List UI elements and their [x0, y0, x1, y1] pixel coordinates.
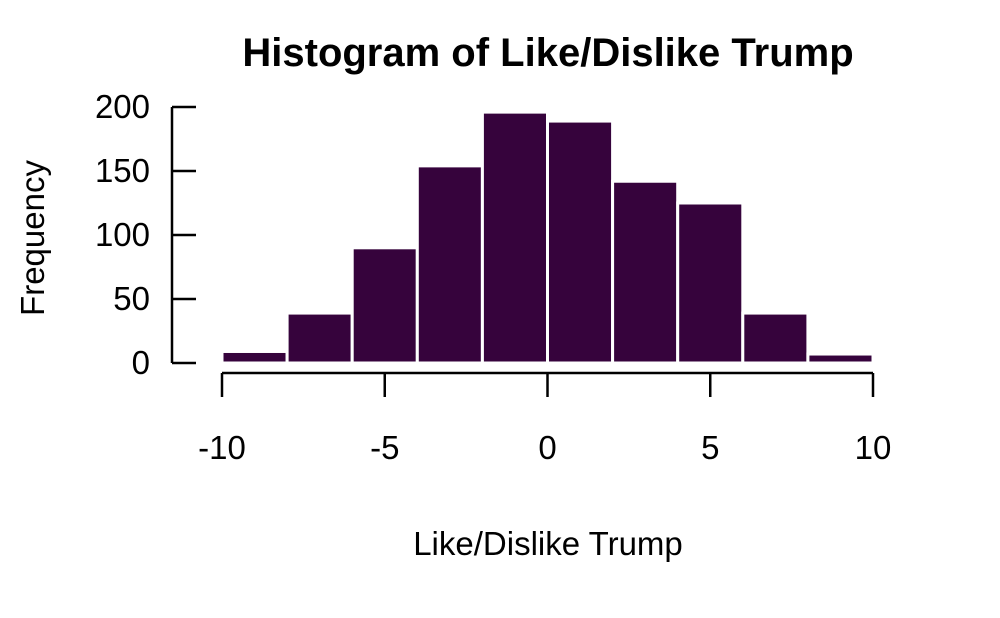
x-axis-label: Like/Dislike Trump	[413, 525, 683, 562]
x-tick-label: -5	[370, 429, 399, 466]
histogram-bar	[613, 181, 678, 363]
histogram-bar	[808, 354, 873, 363]
histogram-bar	[548, 121, 613, 363]
histogram-bar	[482, 112, 547, 363]
histogram-bar	[287, 313, 352, 363]
y-tick-label: 200	[95, 88, 150, 125]
histogram-bar	[743, 313, 808, 363]
histogram-bar	[417, 166, 482, 363]
bars-group	[222, 112, 873, 363]
histogram-bar	[352, 248, 417, 363]
y-axis: 0 50 100 150 200	[95, 88, 196, 381]
y-tick-label: 50	[113, 280, 150, 317]
y-tick-label: 100	[95, 216, 150, 253]
histogram-bar	[222, 351, 287, 363]
x-axis: -10 -5 0 5 10	[198, 373, 891, 466]
histogram-bar	[678, 203, 743, 363]
x-tick-label: 10	[855, 429, 892, 466]
x-tick-label: 5	[701, 429, 719, 466]
y-axis-label: Frequency	[14, 160, 51, 316]
x-tick-label: -10	[198, 429, 246, 466]
x-tick-label: 0	[538, 429, 556, 466]
y-tick-label: 150	[95, 152, 150, 189]
chart-title: Histogram of Like/Dislike Trump	[242, 31, 853, 75]
y-tick-label: 0	[132, 344, 150, 381]
